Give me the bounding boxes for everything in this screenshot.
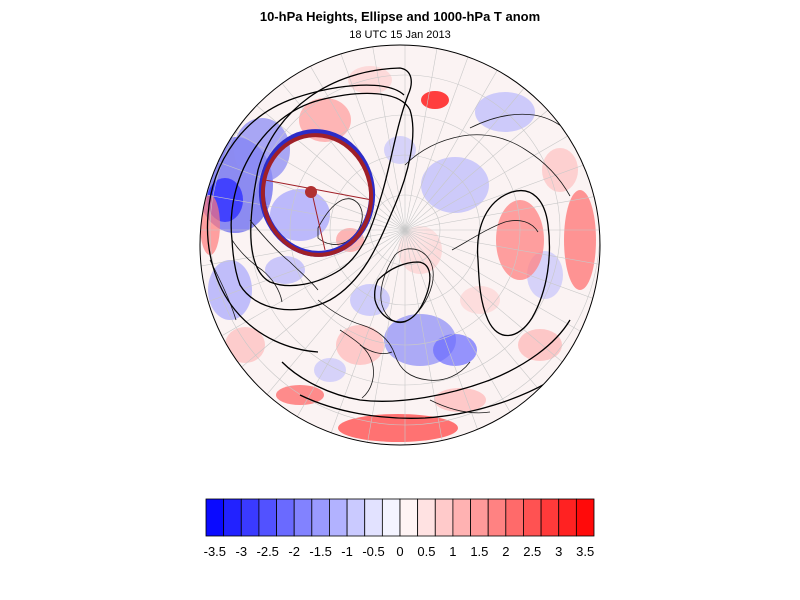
- colorbar-box: [505, 498, 524, 537]
- colorbar-box: [258, 498, 277, 537]
- meridian-line: [200, 184, 406, 231]
- colorbar-box: [223, 498, 242, 537]
- colorbar-tick-label: 0.5: [417, 544, 435, 559]
- meridian-line: [404, 45, 495, 231]
- colorbar-box: [523, 498, 542, 537]
- meridian-line: [200, 229, 406, 276]
- coastlines: [209, 113, 577, 414]
- anomaly-region: [234, 118, 290, 182]
- colorbar-box: [329, 498, 348, 537]
- colorbar-box: [558, 498, 577, 537]
- colorbar-tick-label: -2: [288, 544, 300, 559]
- anomaly-region: [270, 189, 330, 241]
- contour-4: [281, 319, 571, 402]
- colorbar-tick-label: -2.5: [257, 544, 279, 559]
- anomaly-region: [225, 327, 265, 363]
- colorbar-box: [276, 498, 295, 537]
- anomaly-region: [542, 148, 578, 192]
- colorbar-boxes: [205, 498, 595, 537]
- ellipse-major-axis: [264, 179, 373, 201]
- anomaly-region: [518, 329, 562, 361]
- colorbar-box: [540, 498, 560, 537]
- anomaly-region: [338, 414, 458, 442]
- anomaly-region: [564, 190, 596, 290]
- globe-content: [200, 45, 600, 445]
- colorbar-tick-label: 3: [555, 544, 562, 559]
- meridian-line: [404, 184, 600, 231]
- colorbar-tick-label: 3.5: [576, 544, 594, 559]
- polar-vortex-ellipse: [258, 129, 376, 257]
- colorbar-box: [470, 498, 489, 537]
- chart-subtitle: 18 UTC 15 Jan 2013: [349, 29, 451, 41]
- colorbar-tick-label: 0: [396, 544, 403, 559]
- contour-6: [476, 190, 551, 337]
- colorbar-box: [487, 498, 507, 537]
- colorbar-box: [364, 498, 383, 537]
- globe-outline: [199, 44, 601, 446]
- contour-7: [373, 261, 431, 323]
- meridian-line: [404, 45, 451, 231]
- meridian-line: [404, 229, 600, 276]
- colorbar-box: [417, 498, 436, 537]
- colorbar-box: [346, 498, 366, 537]
- ellipse-inner-ring: [260, 133, 374, 257]
- ellipse-minor-axis: [311, 192, 326, 251]
- colorbar-box: [452, 498, 471, 537]
- colorbar-tick-label: 1: [449, 544, 456, 559]
- colorbar-tick-label: -1: [341, 544, 353, 559]
- colorbar-tick-label: 2.5: [523, 544, 541, 559]
- contour-3: [206, 84, 405, 353]
- temperature-anomaly-field: [200, 66, 596, 442]
- colorbar-box: [575, 498, 595, 537]
- anomaly-region: [208, 260, 252, 320]
- anomaly-region: [496, 200, 544, 280]
- meridian-line: [315, 45, 406, 231]
- colorbar-box: [311, 498, 330, 537]
- ellipse-center-dot: [305, 186, 317, 198]
- colorbar-tick-label: -3: [235, 544, 247, 559]
- anomaly-region: [433, 334, 477, 366]
- meridian-line: [404, 229, 600, 320]
- anomaly-region: [421, 157, 489, 213]
- polar-map: [199, 44, 601, 446]
- colorbar-tick-label: 2: [502, 544, 509, 559]
- colorbar-tick-label: -1.5: [309, 544, 331, 559]
- meridian-line: [404, 45, 536, 231]
- meridian-line: [404, 140, 600, 231]
- colorbar-box: [240, 498, 260, 537]
- contour-1: [250, 67, 412, 287]
- colorbar-box: [381, 498, 401, 537]
- colorbar-box: [434, 498, 454, 537]
- anomaly-region: [348, 66, 392, 94]
- meridian-line: [274, 45, 406, 231]
- colorbar-tick-label: -3.5: [204, 544, 226, 559]
- meridian-line: [359, 45, 406, 231]
- anomaly-region: [434, 388, 486, 412]
- contour-2: [230, 92, 414, 311]
- anomaly-region: [421, 91, 449, 109]
- colorbar-box: [293, 498, 313, 537]
- anomaly-region: [314, 358, 346, 382]
- anomaly-region: [475, 92, 535, 132]
- colorbar-tick-label: 1.5: [470, 544, 488, 559]
- colorbar-tick-label: -0.5: [362, 544, 384, 559]
- colorbar-labels: -3.5 -3 -2.5 -2 -1.5 -1 -0.5 0 0.5 1 1.5 2 2.5 3 3.5: [204, 544, 595, 559]
- colorbar-box: [205, 498, 225, 537]
- chart-title: 10-hPa Heights, Ellipse and 1000-hPa T a…: [259, 9, 541, 24]
- colorbar-box: [399, 498, 419, 537]
